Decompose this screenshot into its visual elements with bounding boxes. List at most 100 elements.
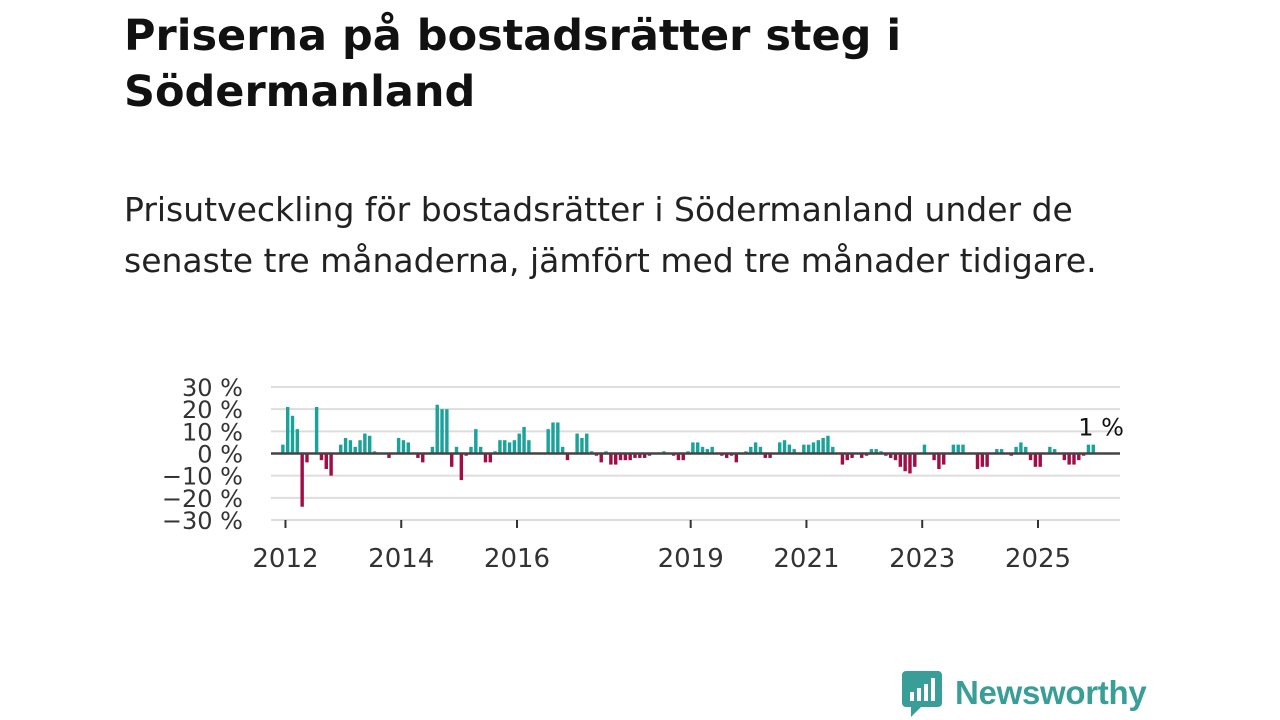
bar	[999, 449, 1004, 454]
bar	[445, 409, 449, 454]
bar	[1048, 446, 1052, 454]
bar	[633, 453, 637, 458]
bar	[565, 453, 570, 461]
bar	[281, 444, 285, 454]
bar	[1024, 446, 1028, 454]
bar-series	[281, 404, 1095, 507]
chart-title: Priserna på bostadsrätter steg i Söderma…	[124, 11, 902, 117]
x-tick-label: 2019	[658, 544, 724, 574]
y-tick-label: 10 %	[182, 418, 243, 446]
bar	[980, 453, 985, 467]
bar	[421, 453, 425, 463]
bar	[522, 426, 526, 454]
bar	[560, 446, 565, 454]
bar	[324, 453, 328, 470]
bar	[290, 415, 295, 454]
gridlines	[271, 386, 1120, 521]
bar	[942, 453, 946, 465]
bar	[488, 453, 492, 463]
bar	[724, 453, 729, 458]
x-tick-label: 2023	[889, 544, 955, 574]
bar	[507, 442, 512, 454]
bar	[956, 444, 960, 454]
bar	[623, 453, 628, 461]
y-axis-tick-labels: 30 %20 %10 %0 %−10 %−20 %−30 %	[162, 374, 243, 535]
bar	[1038, 453, 1042, 467]
bar	[869, 449, 874, 454]
last-value-label: 1 %	[1078, 413, 1124, 441]
bar	[406, 442, 410, 454]
newsworthy-logo: Newsworthy	[901, 668, 1147, 718]
bar	[951, 444, 956, 454]
bar	[295, 429, 300, 454]
bar	[1014, 446, 1018, 454]
bar	[642, 453, 647, 458]
bar	[305, 453, 309, 463]
bar	[503, 440, 507, 454]
bar	[483, 453, 488, 463]
bar	[454, 446, 459, 454]
bar	[285, 406, 290, 454]
bar	[469, 446, 473, 454]
bar	[802, 444, 806, 454]
bar	[763, 453, 767, 458]
bar	[1067, 453, 1071, 465]
bar	[358, 440, 362, 454]
bar	[691, 442, 695, 454]
bar	[329, 453, 333, 476]
bar	[845, 453, 849, 461]
bar	[778, 442, 782, 454]
bar	[874, 449, 878, 454]
bar	[449, 453, 454, 467]
bar	[1091, 444, 1095, 454]
bar	[961, 444, 965, 454]
bar	[339, 444, 343, 454]
bar	[792, 449, 796, 454]
y-tick-label: −30 %	[162, 507, 243, 535]
bar	[768, 453, 772, 458]
bar	[628, 453, 632, 461]
bar	[440, 409, 444, 454]
bar	[913, 453, 917, 467]
bar	[1033, 453, 1038, 467]
bar	[860, 453, 864, 458]
bar	[1072, 453, 1076, 465]
bar	[1019, 442, 1023, 454]
price-change-bar-chart: 30 %20 %10 %0 %−10 %−20 %−30 % 2012 2014 2…	[162, 374, 1124, 574]
bar	[353, 446, 357, 454]
bar	[546, 429, 550, 454]
bar	[985, 453, 989, 467]
bar	[613, 453, 618, 465]
bar	[749, 446, 753, 454]
bar	[478, 446, 483, 454]
bar	[319, 453, 324, 461]
y-tick-label: −20 %	[162, 485, 243, 513]
bar	[599, 453, 603, 463]
y-tick-label: 20 %	[182, 396, 243, 424]
bar	[850, 453, 854, 458]
bar	[782, 440, 787, 454]
bar	[821, 437, 825, 454]
bar	[512, 440, 517, 454]
bar	[618, 453, 623, 461]
bar	[932, 453, 936, 461]
x-tick-label: 2014	[368, 544, 434, 574]
bar	[937, 453, 941, 470]
bar	[416, 453, 420, 458]
bar-chart-speech-bubble-icon	[902, 671, 942, 717]
bar	[638, 453, 642, 458]
bar	[517, 433, 521, 454]
chart-subtitle: Prisutveckling för bostadsrätter i Söder…	[124, 190, 1097, 280]
bar	[527, 440, 531, 454]
bar	[551, 422, 555, 454]
bar	[300, 453, 304, 507]
bar	[908, 453, 912, 474]
bar	[922, 444, 927, 454]
bar	[348, 440, 353, 454]
x-axis: 2012 2014 2016 2019 2021 2023 2025	[252, 520, 1071, 574]
bar	[387, 453, 391, 458]
bar	[734, 453, 739, 463]
bar	[580, 437, 584, 454]
bar	[811, 442, 816, 454]
bar	[367, 435, 372, 454]
